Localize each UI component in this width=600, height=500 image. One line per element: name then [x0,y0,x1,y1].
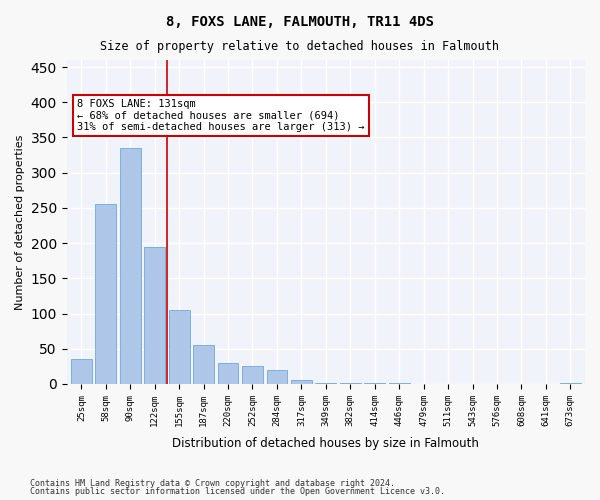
Bar [144,246,165,384]
Bar [71,360,92,384]
Bar [169,310,190,384]
Text: Size of property relative to detached houses in Falmouth: Size of property relative to detached ho… [101,40,499,53]
Text: 8 FOXS LANE: 131sqm
← 68% of detached houses are smaller (694)
31% of semi-detac: 8 FOXS LANE: 131sqm ← 68% of detached ho… [77,99,365,132]
Text: Contains public sector information licensed under the Open Government Licence v3: Contains public sector information licen… [30,487,445,496]
Bar [340,382,361,384]
Bar [364,383,385,384]
Bar [291,380,312,384]
Bar [193,345,214,384]
Text: Contains HM Land Registry data © Crown copyright and database right 2024.: Contains HM Land Registry data © Crown c… [30,478,395,488]
Bar [389,383,410,384]
Bar [95,204,116,384]
Y-axis label: Number of detached properties: Number of detached properties [15,134,25,310]
X-axis label: Distribution of detached houses by size in Falmouth: Distribution of detached houses by size … [172,437,479,450]
Bar [266,370,287,384]
Text: 8, FOXS LANE, FALMOUTH, TR11 4DS: 8, FOXS LANE, FALMOUTH, TR11 4DS [166,15,434,29]
Bar [316,382,336,384]
Bar [218,363,238,384]
Bar [560,383,581,384]
Bar [120,148,140,384]
Bar [242,366,263,384]
